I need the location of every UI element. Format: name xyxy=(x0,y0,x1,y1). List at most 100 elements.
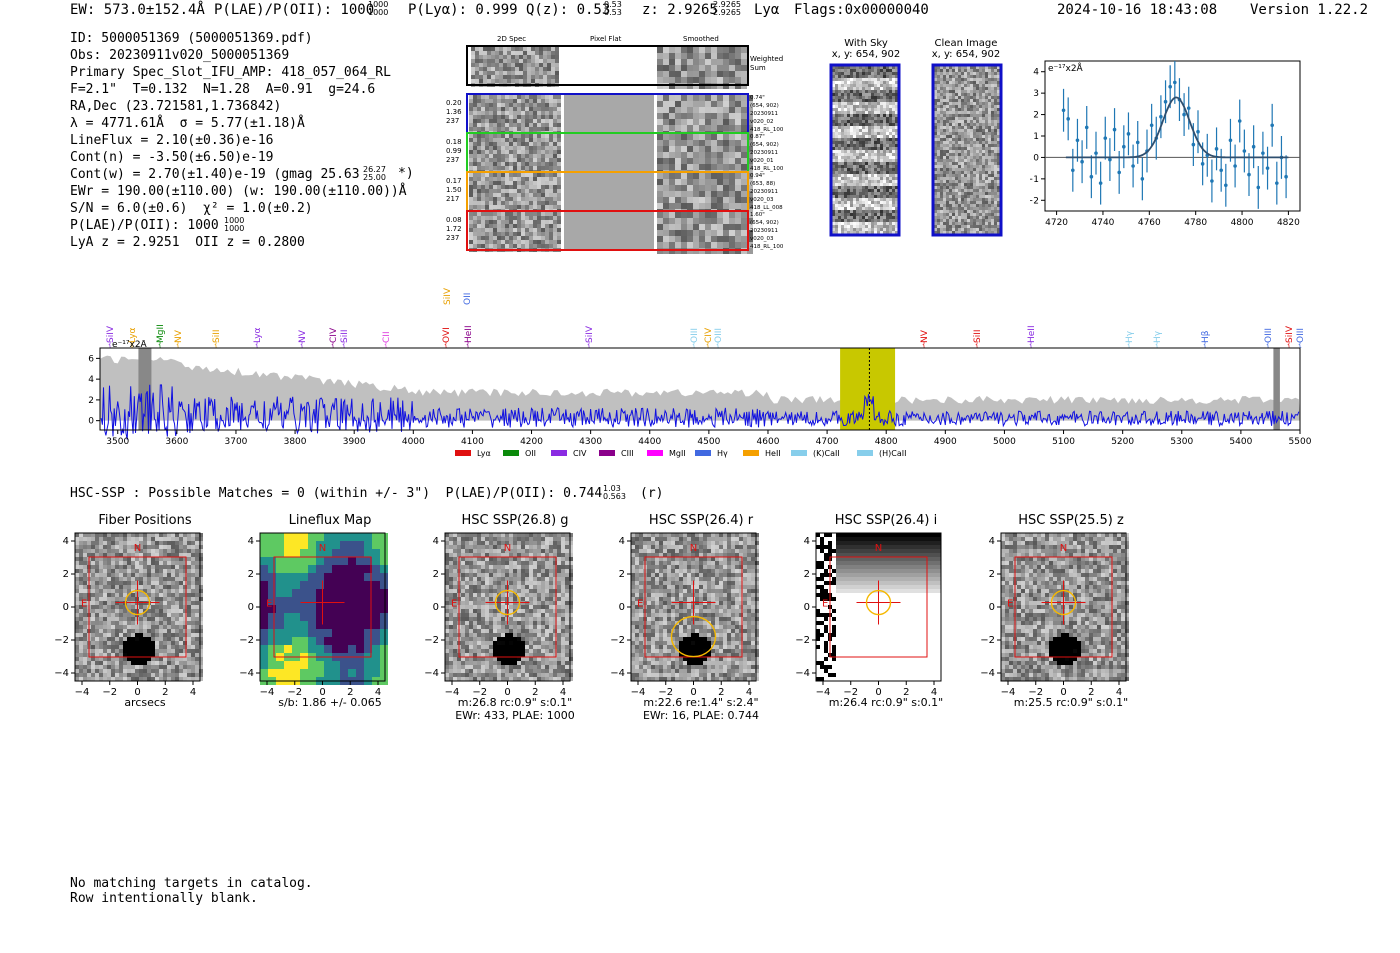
spectrum-line-label: SiII xyxy=(340,329,350,343)
north-label: N xyxy=(319,543,326,554)
line-label-text: NV xyxy=(174,329,184,343)
spectrum-line-label: NV xyxy=(298,329,308,343)
row-left-stat: 0.20 xyxy=(446,99,462,107)
panel-ytick-label: −4 xyxy=(239,668,254,679)
legend-label: Lyα xyxy=(477,449,491,458)
header-qz: Q(z): 0.53 xyxy=(526,2,611,18)
row-left-stat: 237 xyxy=(446,117,459,125)
panel-ytick-label: −4 xyxy=(795,668,810,679)
spectrum-xtick-label: 5000 xyxy=(993,437,1016,447)
spectrum-line-label: NV xyxy=(174,329,184,343)
fit-point xyxy=(1103,136,1108,140)
col-2d-label: 2D Spec xyxy=(497,35,527,43)
spectrum-xtick-label: 5200 xyxy=(1111,437,1134,447)
legend-label: Hγ xyxy=(717,449,728,458)
spectrum-ytick-label: 2 xyxy=(88,396,94,406)
row-right-stat: 0.87" xyxy=(750,134,765,140)
info-line: Cont(n) = -3.50(±6.50)e-19 xyxy=(70,150,274,165)
spectrum-frame xyxy=(99,347,1301,431)
line-label-brace: { xyxy=(692,341,696,349)
footer-line-1: No matching targets in catalog. xyxy=(70,876,313,891)
spectrum-line-label: Lyα xyxy=(128,327,138,343)
line-label-brace: { xyxy=(1266,341,1270,349)
info-plae-frac: 1000 1000 xyxy=(224,217,244,233)
line-label-brace: { xyxy=(384,341,388,349)
fit-point xyxy=(1089,174,1094,179)
panel-caption: s/b: 1.86 +/- 0.065 xyxy=(250,696,410,709)
line-label-brace: { xyxy=(1203,341,1207,349)
row-2d-image xyxy=(469,95,561,135)
spectrum-xtick-label: 3500 xyxy=(106,437,129,447)
info-plae-sub: 1000 xyxy=(224,224,245,233)
north-label: N xyxy=(1060,543,1067,554)
fit-point xyxy=(1228,138,1233,143)
row-left-stat: 0.08 xyxy=(446,216,462,224)
spectrum-xtick-label: 5100 xyxy=(1052,437,1075,447)
fit-point xyxy=(1214,147,1219,151)
panel-ytick-label: −2 xyxy=(239,635,254,646)
header-datetime: 2024-10-16 18:43:08 xyxy=(1057,2,1218,18)
legend-item: Hγ xyxy=(695,449,728,458)
panel-ytick-label: −2 xyxy=(424,635,439,646)
search-box xyxy=(88,556,187,658)
panel-xtick-label: 2 xyxy=(162,687,168,698)
spectrum-xtick-label: 3900 xyxy=(343,437,366,447)
spectrum-xtick-label: 4900 xyxy=(934,437,957,447)
panel-xtick-label: −2 xyxy=(287,687,302,698)
panel-ytick-label: 0 xyxy=(433,602,439,613)
east-label: E xyxy=(822,599,828,610)
spectrum-xtick-label: 4100 xyxy=(461,437,484,447)
panel-xtick-label: 0 xyxy=(319,687,325,698)
line-label-brace: { xyxy=(922,341,926,349)
fit-point xyxy=(1149,123,1154,128)
panel-xtick-label: 0 xyxy=(875,687,881,698)
panel-ytick-label: 4 xyxy=(989,536,995,547)
row-right-stat: (654, 902) xyxy=(750,142,779,148)
spectrum-xtick-label: 4700 xyxy=(816,437,839,447)
spectrum-line-label: CIV xyxy=(329,327,339,343)
header-version: Version 1.22.2 xyxy=(1250,2,1369,18)
row-right-stat: v020_01 xyxy=(750,158,774,164)
row-smooth-image xyxy=(657,95,753,137)
info-line: S/N = 6.0(±0.6) χ² = 1.0(±0.2) xyxy=(70,201,313,216)
panel-title: HSC SSP(26.8) g xyxy=(461,513,569,528)
hsc-sup: 1.03 xyxy=(603,484,621,493)
panel-ytick-label: −2 xyxy=(610,635,625,646)
header-plae-sub: 1000 xyxy=(368,8,389,17)
search-box xyxy=(829,556,928,658)
image-panel: N E −4 −2 0 2 4 4 2 0 −2 −4 xyxy=(239,532,388,698)
fit-point xyxy=(1135,140,1140,145)
spectrum-flux-line xyxy=(100,384,1300,440)
panel-xtick-label: −4 xyxy=(631,687,646,698)
spectrum-xtick-label: 4300 xyxy=(579,437,602,447)
line-label-text: SiIV xyxy=(585,325,595,343)
fit-point xyxy=(1168,84,1172,89)
lineflux-heatmap xyxy=(260,533,388,685)
north-label: N xyxy=(690,543,697,554)
header-qz-sub: 0.53 xyxy=(604,8,622,17)
row-right-stat: 20230911 xyxy=(750,228,778,234)
legend-swatch xyxy=(791,450,807,456)
legend-swatch xyxy=(551,450,567,456)
panel-xtick-label: 4 xyxy=(560,687,566,698)
with-sky-xy: x, y: 654, 902 xyxy=(831,49,901,60)
legend-swatch xyxy=(599,450,615,456)
hsc-tail: (r) xyxy=(640,486,664,501)
row-right-stat: (654, 902) xyxy=(750,103,779,109)
row-left-stat: 0.17 xyxy=(446,177,462,185)
header-z-sub: 2.9265 xyxy=(713,8,741,17)
header-z: z: 2.9265 xyxy=(642,2,718,18)
spectrum-line-label: SiIV xyxy=(585,325,595,343)
panel-ytick-label: 2 xyxy=(248,569,254,580)
header-flags: Flags:0x00000040 xyxy=(794,2,929,18)
line-label-text: Hγ xyxy=(1125,330,1135,343)
panel-xtick-label: −2 xyxy=(1028,687,1043,698)
fit-point xyxy=(1131,164,1135,168)
row-smooth-image xyxy=(657,134,753,176)
fit-point xyxy=(1140,177,1145,181)
aperture-ellipse xyxy=(670,615,717,658)
spectrum-line-label: MgII xyxy=(156,324,166,343)
weighted-smooth-image xyxy=(657,47,747,89)
clean-title: Clean Image x, y: 654, 902 xyxy=(928,38,1004,60)
info-line: Primary Spec_Slot_IFU_AMP: 418_057_064_R… xyxy=(70,65,391,80)
